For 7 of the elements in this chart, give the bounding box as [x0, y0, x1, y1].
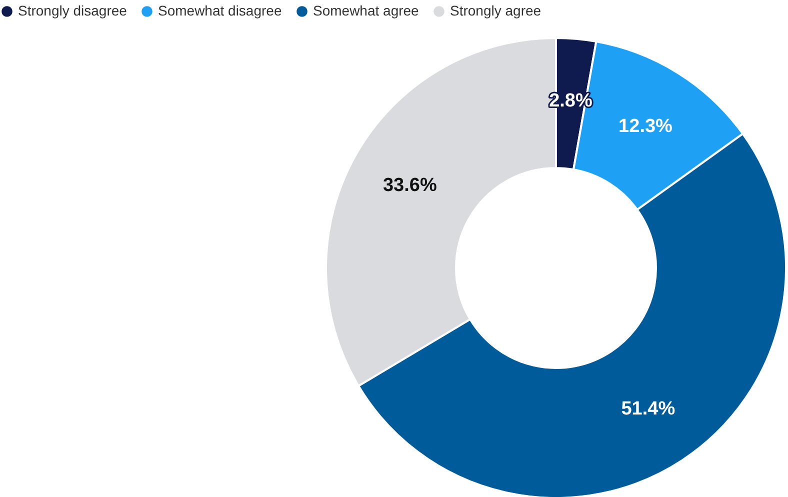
- legend-label: Strongly agree: [450, 2, 542, 18]
- legend-label: Somewhat disagree: [158, 2, 282, 18]
- data-label: 33.6%: [382, 175, 437, 196]
- legend-label: Somewhat agree: [313, 2, 420, 18]
- data-label: 51.4%: [621, 398, 676, 420]
- legend-label: Strongly disagree: [18, 2, 128, 18]
- data-label: 12.3%: [618, 116, 673, 137]
